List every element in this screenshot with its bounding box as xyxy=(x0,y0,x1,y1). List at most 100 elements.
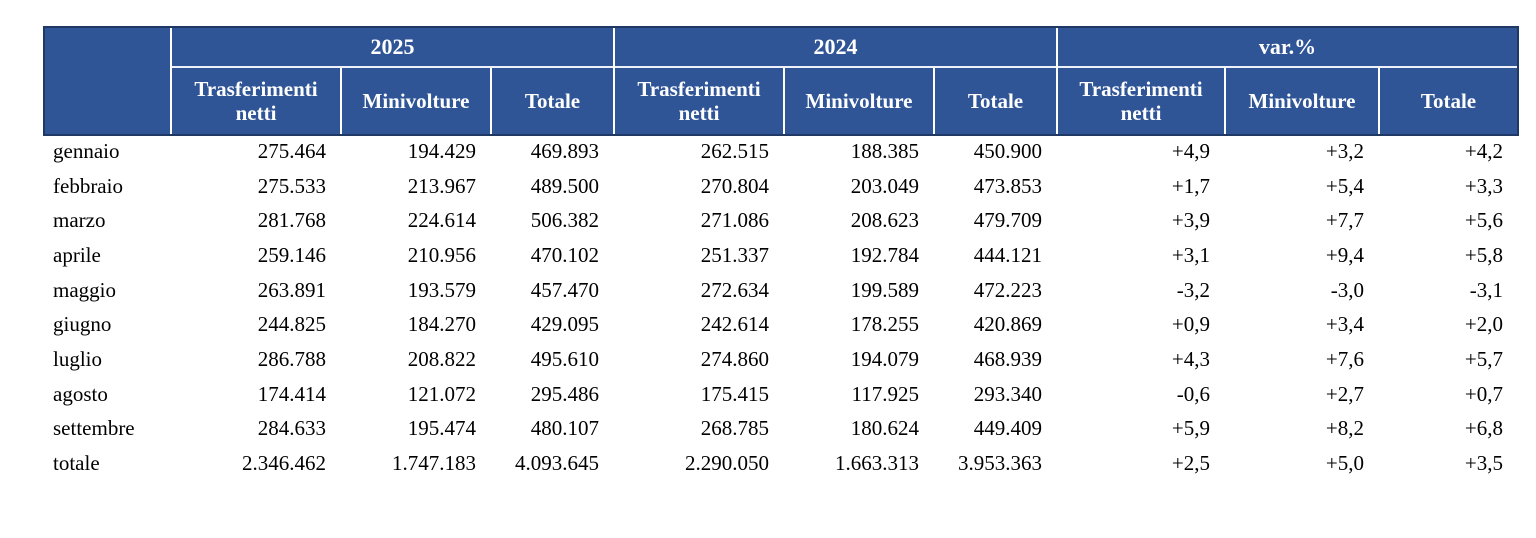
row-label-cell: giugno xyxy=(45,307,170,343)
value-cell: 208.623 xyxy=(785,203,933,239)
table-grid: 2025 2024 var.% Trasferimenti netti Mini… xyxy=(45,28,1517,481)
value-cell: 1.663.313 xyxy=(785,446,933,481)
value-cell: -3,1 xyxy=(1380,272,1517,308)
value-cell: 286.788 xyxy=(172,342,340,377)
monthly-transfers-table: 2025 2024 var.% Trasferimenti netti Mini… xyxy=(43,26,1519,481)
row-label-cell: gennaio xyxy=(45,134,170,169)
value-cell: +7,7 xyxy=(1226,203,1378,239)
value-cell: 281.768 xyxy=(172,203,340,239)
value-cell: +2,0 xyxy=(1380,307,1517,343)
value-cell: 213.967 xyxy=(342,168,490,204)
column-group-2024: 2024 xyxy=(615,28,1056,68)
value-cell: 470.102 xyxy=(492,238,613,273)
value-cell: 473.853 xyxy=(935,168,1056,204)
header-2025-minivolture: Minivolture xyxy=(342,68,490,134)
value-cell: 203.049 xyxy=(785,168,933,204)
value-cell: 284.633 xyxy=(172,411,340,447)
value-cell: 192.784 xyxy=(785,238,933,273)
value-cell: 193.579 xyxy=(342,272,490,308)
header-2024-totale: Totale xyxy=(935,68,1056,134)
value-cell: 506.382 xyxy=(492,203,613,239)
value-cell: 274.860 xyxy=(615,342,783,377)
value-cell: 468.939 xyxy=(935,342,1056,377)
value-cell: 259.146 xyxy=(172,238,340,273)
value-cell: 195.474 xyxy=(342,411,490,447)
value-cell: 293.340 xyxy=(935,376,1056,412)
header-var-minivolture: Minivolture xyxy=(1226,68,1378,134)
header-var-trasferimenti-netti: Trasferimenti netti xyxy=(1058,68,1224,134)
value-cell: +3,2 xyxy=(1226,134,1378,169)
row-label-cell: marzo xyxy=(45,203,170,239)
value-cell: +2,5 xyxy=(1058,446,1224,481)
value-cell: 420.869 xyxy=(935,307,1056,343)
header-2024-trasferimenti-netti: Trasferimenti netti xyxy=(615,68,783,134)
value-cell: 3.953.363 xyxy=(935,446,1056,481)
value-cell: 489.500 xyxy=(492,168,613,204)
value-cell: 469.893 xyxy=(492,134,613,169)
value-cell: 263.891 xyxy=(172,272,340,308)
value-cell: 251.337 xyxy=(615,238,783,273)
value-cell: 244.825 xyxy=(172,307,340,343)
value-cell: 479.709 xyxy=(935,203,1056,239)
value-cell: 271.086 xyxy=(615,203,783,239)
value-cell: +3,4 xyxy=(1226,307,1378,343)
value-cell: +5,6 xyxy=(1380,203,1517,239)
row-label-cell: febbraio xyxy=(45,168,170,204)
value-cell: 188.385 xyxy=(785,134,933,169)
value-cell: +5,0 xyxy=(1226,446,1378,481)
value-cell: +3,3 xyxy=(1380,168,1517,204)
value-cell: 194.079 xyxy=(785,342,933,377)
value-cell: 178.255 xyxy=(785,307,933,343)
value-cell: 472.223 xyxy=(935,272,1056,308)
value-cell: +4,9 xyxy=(1058,134,1224,169)
value-cell: +2,7 xyxy=(1226,376,1378,412)
value-cell: 2.290.050 xyxy=(615,446,783,481)
value-cell: +5,9 xyxy=(1058,411,1224,447)
value-cell: 1.747.183 xyxy=(342,446,490,481)
value-cell: 175.415 xyxy=(615,376,783,412)
row-label-cell: aprile xyxy=(45,238,170,273)
value-cell: 457.470 xyxy=(492,272,613,308)
column-group-var-pct: var.% xyxy=(1058,28,1517,68)
value-cell: 208.822 xyxy=(342,342,490,377)
corner-header-cell xyxy=(45,28,170,134)
value-cell: 174.414 xyxy=(172,376,340,412)
value-cell: +1,7 xyxy=(1058,168,1224,204)
value-cell: +4,3 xyxy=(1058,342,1224,377)
header-var-totale: Totale xyxy=(1380,68,1517,134)
column-group-2025: 2025 xyxy=(172,28,613,68)
value-cell: 272.634 xyxy=(615,272,783,308)
value-cell: +0,9 xyxy=(1058,307,1224,343)
row-label-cell: settembre xyxy=(45,411,170,447)
value-cell: -3,2 xyxy=(1058,272,1224,308)
value-cell: +8,2 xyxy=(1226,411,1378,447)
value-cell: +3,1 xyxy=(1058,238,1224,273)
value-cell: -0,6 xyxy=(1058,376,1224,412)
value-cell: +6,8 xyxy=(1380,411,1517,447)
value-cell: 450.900 xyxy=(935,134,1056,169)
header-2025-trasferimenti-netti: Trasferimenti netti xyxy=(172,68,340,134)
header-2025-totale: Totale xyxy=(492,68,613,134)
value-cell: +5,7 xyxy=(1380,342,1517,377)
value-cell: 275.464 xyxy=(172,134,340,169)
value-cell: 210.956 xyxy=(342,238,490,273)
header-2024-minivolture: Minivolture xyxy=(785,68,933,134)
value-cell: 275.533 xyxy=(172,168,340,204)
value-cell: +0,7 xyxy=(1380,376,1517,412)
value-cell: 444.121 xyxy=(935,238,1056,273)
value-cell: +5,8 xyxy=(1380,238,1517,273)
value-cell: 121.072 xyxy=(342,376,490,412)
value-cell: 495.610 xyxy=(492,342,613,377)
value-cell: 242.614 xyxy=(615,307,783,343)
row-label-cell: totale xyxy=(45,446,170,481)
value-cell: 270.804 xyxy=(615,168,783,204)
row-label-cell: agosto xyxy=(45,376,170,412)
value-cell: 480.107 xyxy=(492,411,613,447)
value-cell: 262.515 xyxy=(615,134,783,169)
value-cell: +3,9 xyxy=(1058,203,1224,239)
value-cell: +4,2 xyxy=(1380,134,1517,169)
value-cell: 224.614 xyxy=(342,203,490,239)
row-label-cell: maggio xyxy=(45,272,170,308)
value-cell: 180.624 xyxy=(785,411,933,447)
value-cell: 2.346.462 xyxy=(172,446,340,481)
